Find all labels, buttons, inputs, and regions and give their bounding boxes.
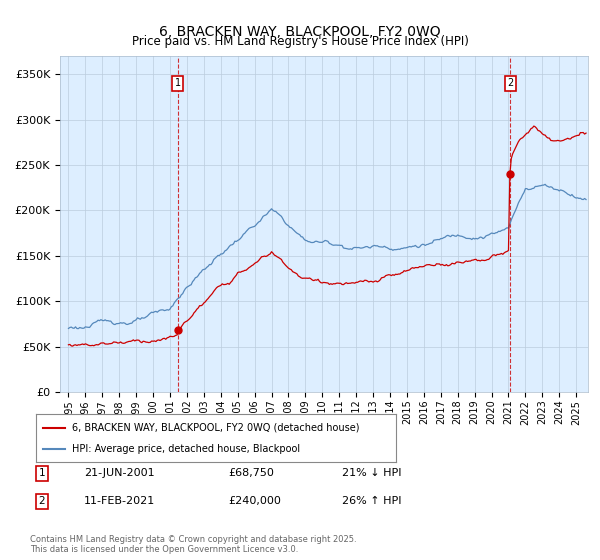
Text: 21% ↓ HPI: 21% ↓ HPI — [342, 468, 401, 478]
Text: 2: 2 — [508, 78, 514, 88]
Text: 21-JUN-2001: 21-JUN-2001 — [84, 468, 155, 478]
Text: 1: 1 — [175, 78, 181, 88]
Text: 11-FEB-2021: 11-FEB-2021 — [84, 496, 155, 506]
Text: Price paid vs. HM Land Registry's House Price Index (HPI): Price paid vs. HM Land Registry's House … — [131, 35, 469, 48]
Text: Contains HM Land Registry data © Crown copyright and database right 2025.
This d: Contains HM Land Registry data © Crown c… — [30, 535, 356, 554]
Text: 6, BRACKEN WAY, BLACKPOOL, FY2 0WQ: 6, BRACKEN WAY, BLACKPOOL, FY2 0WQ — [159, 25, 441, 39]
Text: 1: 1 — [38, 468, 46, 478]
Text: £68,750: £68,750 — [228, 468, 274, 478]
Text: HPI: Average price, detached house, Blackpool: HPI: Average price, detached house, Blac… — [72, 444, 300, 454]
Text: 2: 2 — [38, 496, 46, 506]
Text: £240,000: £240,000 — [228, 496, 281, 506]
Text: 6, BRACKEN WAY, BLACKPOOL, FY2 0WQ (detached house): 6, BRACKEN WAY, BLACKPOOL, FY2 0WQ (deta… — [72, 423, 359, 433]
Text: 26% ↑ HPI: 26% ↑ HPI — [342, 496, 401, 506]
